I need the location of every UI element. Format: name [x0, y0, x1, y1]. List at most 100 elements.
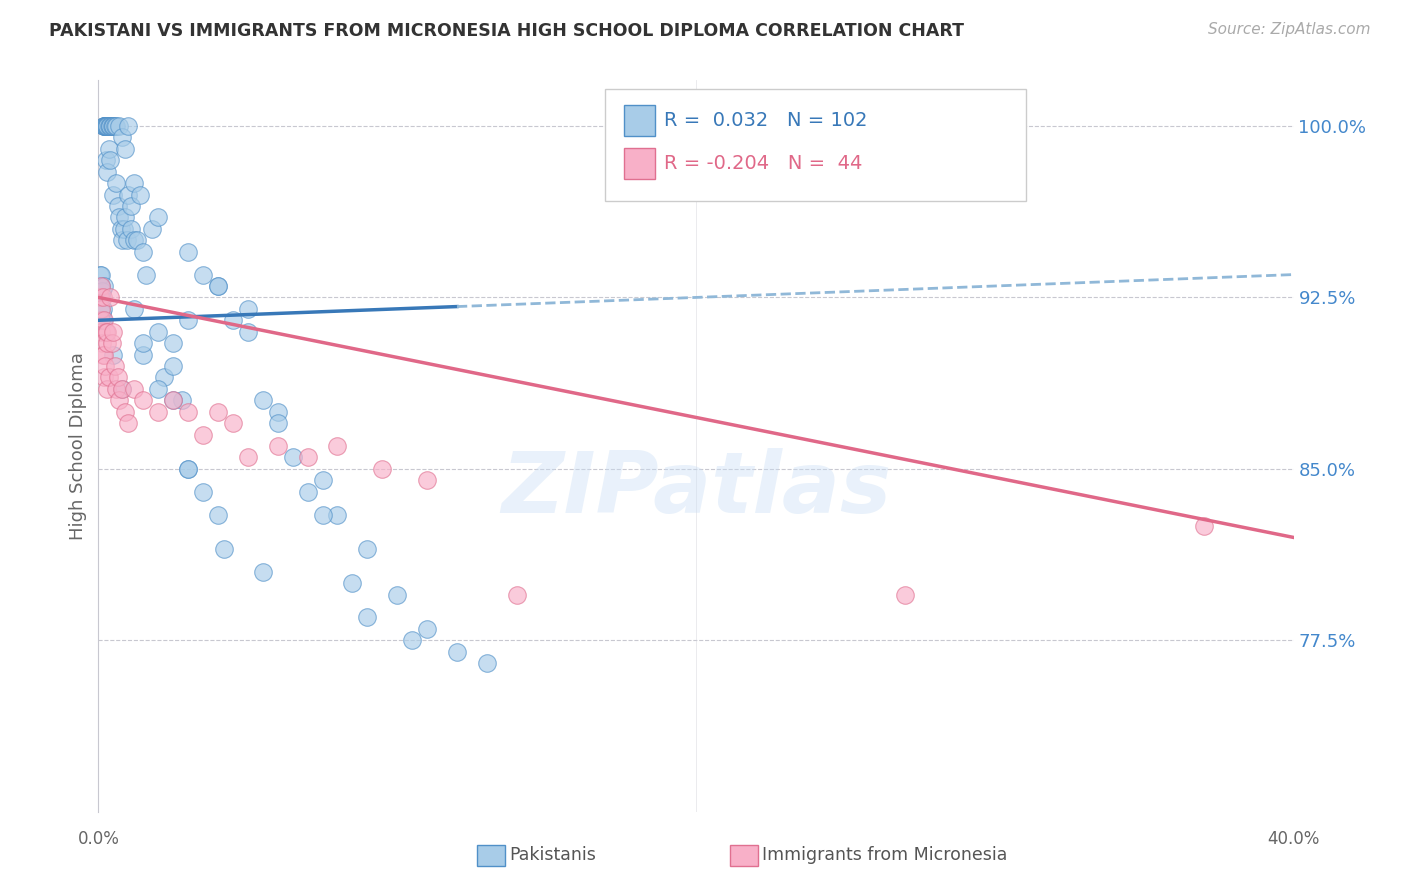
Point	[141, 222, 163, 236]
Point	[117, 119, 139, 133]
Point	[100, 119, 122, 133]
Point	[112, 222, 135, 236]
Point	[416, 622, 439, 636]
Point	[90, 301, 112, 316]
Point	[114, 211, 136, 225]
Point	[100, 119, 122, 133]
Point	[111, 233, 134, 247]
Point	[103, 325, 125, 339]
Point	[103, 348, 125, 362]
Point	[207, 508, 229, 522]
Point	[506, 588, 529, 602]
Point	[107, 199, 129, 213]
Point	[94, 359, 117, 373]
Point	[311, 473, 333, 487]
Point	[90, 313, 112, 327]
Point	[177, 462, 200, 476]
Point	[252, 393, 274, 408]
Point	[117, 416, 139, 430]
Point	[108, 119, 131, 133]
Point	[236, 325, 259, 339]
Text: PAKISTANI VS IMMIGRANTS FROM MICRONESIA HIGH SCHOOL DIPLOMA CORRELATION CHART: PAKISTANI VS IMMIGRANTS FROM MICRONESIA …	[49, 22, 965, 40]
Point	[89, 279, 111, 293]
Point	[90, 325, 112, 339]
Point	[100, 290, 122, 304]
Point	[177, 244, 200, 259]
Point	[311, 508, 333, 522]
Point	[91, 313, 114, 327]
Point	[385, 588, 409, 602]
Point	[148, 382, 170, 396]
Point	[124, 233, 146, 247]
Point	[91, 284, 114, 298]
Point	[90, 313, 112, 327]
Point	[96, 336, 118, 351]
Point	[401, 633, 423, 648]
Point	[93, 119, 115, 133]
Point	[97, 370, 120, 384]
Point	[89, 279, 111, 293]
Point	[297, 484, 319, 499]
Text: Immigrants from Micronesia: Immigrants from Micronesia	[762, 847, 1008, 864]
Point	[94, 119, 117, 133]
Point	[94, 325, 117, 339]
Point	[103, 119, 125, 133]
Point	[132, 244, 155, 259]
Point	[94, 153, 117, 168]
Point	[371, 462, 394, 476]
Point	[252, 565, 274, 579]
Text: R =  0.032   N = 102: R = 0.032 N = 102	[664, 111, 868, 130]
Point	[105, 382, 128, 396]
Point	[207, 279, 229, 293]
Point	[191, 427, 214, 442]
Point	[103, 119, 125, 133]
Point	[89, 268, 111, 282]
Point	[97, 142, 120, 156]
Point	[177, 462, 200, 476]
Point	[162, 393, 184, 408]
Y-axis label: High School Diploma: High School Diploma	[69, 352, 87, 540]
Point	[96, 325, 118, 339]
Point	[115, 233, 138, 247]
Point	[127, 233, 149, 247]
Point	[326, 439, 349, 453]
Point	[207, 405, 229, 419]
Point	[108, 211, 131, 225]
Point	[120, 199, 142, 213]
Point	[90, 301, 112, 316]
Point	[148, 211, 170, 225]
Point	[132, 348, 155, 362]
Point	[177, 405, 200, 419]
Point	[356, 610, 378, 624]
Point	[97, 119, 120, 133]
Point	[89, 290, 111, 304]
Point	[93, 119, 115, 133]
Point	[475, 656, 498, 670]
Point	[267, 416, 290, 430]
Point	[894, 588, 917, 602]
Point	[114, 405, 136, 419]
Point	[100, 153, 122, 168]
Point	[356, 541, 378, 556]
Point	[104, 359, 127, 373]
Point	[191, 268, 214, 282]
Point	[93, 119, 115, 133]
Point	[96, 164, 118, 178]
Point	[177, 313, 200, 327]
Point	[416, 473, 439, 487]
Point	[93, 313, 115, 327]
Point	[132, 393, 155, 408]
Point	[111, 130, 134, 145]
Point	[103, 187, 125, 202]
Text: 40.0%: 40.0%	[1267, 830, 1320, 848]
Point	[236, 301, 259, 316]
Point	[91, 290, 114, 304]
Point	[267, 439, 290, 453]
Point	[162, 336, 184, 351]
Point	[297, 450, 319, 465]
Point	[222, 313, 245, 327]
Point	[101, 336, 124, 351]
Point	[91, 306, 114, 320]
Point	[120, 222, 142, 236]
Point	[90, 279, 112, 293]
